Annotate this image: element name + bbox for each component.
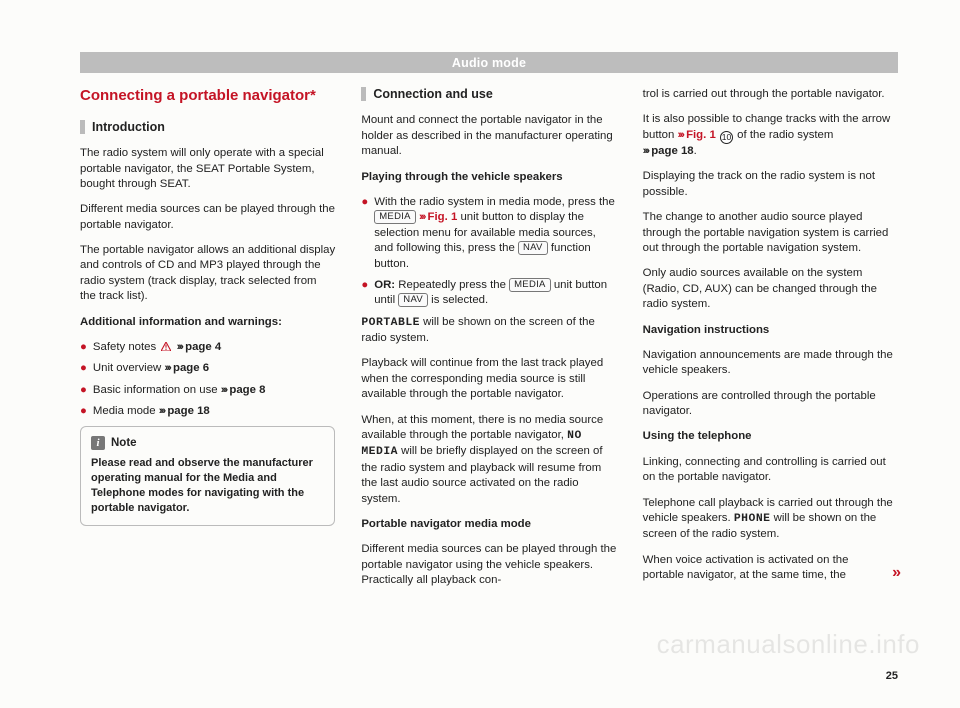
bullet-dot-icon: ● [361, 195, 368, 272]
text: will be briefly displayed on the screen … [361, 445, 602, 504]
bullet-text: Unit overview ››› page 6 [93, 361, 335, 376]
paragraph: Displaying the track on the radio system… [643, 169, 898, 200]
ref-arrows-icon: ››› [678, 129, 683, 141]
page-ref: page 18 [167, 405, 209, 417]
media-button-chip: MEDIA [509, 278, 551, 292]
text: Media mode [93, 405, 159, 417]
column-1: Connecting a portable navigator* Introdu… [80, 87, 335, 589]
bullet-text: Basic information on use ››› page 8 [93, 383, 335, 398]
paragraph: Only audio sources available on the syst… [643, 266, 898, 312]
list-item: ● Basic information on use ››› page 8 [80, 383, 335, 398]
note-label: Note [111, 436, 137, 452]
bullet-text: OR: Repeatedly press the MEDIA unit butt… [374, 278, 616, 309]
ref-arrows-icon: ››› [419, 211, 424, 223]
paragraph: Linking, connecting and controlling is c… [643, 455, 898, 486]
watermark: carmanualsonline.info [657, 629, 920, 660]
bullet-text: Media mode ››› page 18 [93, 404, 335, 419]
text: Unit overview [93, 362, 165, 374]
page-ref: page 6 [173, 362, 209, 374]
paragraph: It is also possible to change tracks wit… [643, 112, 898, 159]
bullet-dot-icon: ● [80, 383, 87, 398]
column-layout: Connecting a portable navigator* Introdu… [80, 87, 898, 589]
text: When voice activation is activated on th… [643, 553, 890, 584]
sub-heading-introduction: Introduction [80, 120, 335, 134]
bullet-dot-icon: ● [80, 340, 87, 355]
bullet-dot-icon: ● [361, 278, 368, 309]
paragraph: PORTABLE will be shown on the screen of … [361, 315, 616, 347]
nav-button-chip: NAV [398, 293, 428, 307]
paragraph: Telephone call playback is carried out t… [643, 496, 898, 543]
list-item: ● OR: Repeatedly press the MEDIA unit bu… [361, 278, 616, 309]
callout-number-icon: 10 [720, 131, 733, 144]
paragraph: When, at this moment, there is no media … [361, 413, 616, 507]
paragraph: The portable navigator allows an additio… [80, 243, 335, 305]
warning-triangle-icon [161, 342, 171, 351]
media-button-chip: MEDIA [374, 210, 416, 224]
paragraph: The radio system will only operate with … [80, 146, 335, 192]
paragraph: Different media sources can be played th… [361, 542, 616, 588]
list-item: ● Unit overview ››› page 6 [80, 361, 335, 376]
text: of the radio system [734, 129, 833, 141]
note-title: i Note [91, 436, 324, 452]
figure-ref: Fig. 1 [428, 211, 458, 223]
text: Safety notes [93, 341, 160, 353]
paragraph: Playback will continue from the last tra… [361, 356, 616, 402]
bullet-text: With the radio system in media mode, pre… [374, 195, 616, 272]
list-item: ● Safety notes ››› page 4 [80, 340, 335, 355]
paragraph-heading: Using the telephone [643, 429, 898, 444]
ref-arrows-icon: ››› [221, 384, 226, 396]
ref-arrows-icon: ››› [164, 362, 169, 374]
nav-button-chip: NAV [518, 241, 548, 255]
page-ref: page 4 [185, 341, 221, 353]
page-ref: page 8 [229, 384, 265, 396]
paragraph: Navigation announcements are made throug… [643, 348, 898, 379]
text: is selected. [428, 294, 488, 306]
info-icon: i [91, 436, 105, 450]
page-number: 25 [886, 670, 898, 682]
paragraph: When voice activation is activated on th… [643, 553, 898, 584]
bullet-dot-icon: ● [80, 404, 87, 419]
section-header: Audio mode [80, 52, 898, 73]
page-ref: page 18 [651, 145, 693, 157]
paragraph: trol is carried out through the portable… [643, 87, 898, 102]
screen-text: PHONE [734, 513, 771, 525]
bullet-dot-icon: ● [80, 361, 87, 376]
paragraph-heading: Navigation instructions [643, 323, 898, 338]
bullet-text: Safety notes ››› page 4 [93, 340, 335, 355]
continuation-arrows-icon: » [892, 562, 898, 584]
text: Basic information on use [93, 384, 221, 396]
paragraph-heading: Additional information and warnings: [80, 315, 335, 330]
paragraph: Different media sources can be played th… [80, 202, 335, 233]
text: . [694, 145, 697, 157]
note-body: Please read and observe the manufacturer… [91, 456, 324, 515]
paragraph-heading: Portable navigator media mode [361, 517, 616, 532]
main-heading: Connecting a portable navigator* [80, 87, 335, 106]
list-item: ● With the radio system in media mode, p… [361, 195, 616, 272]
column-3: trol is carried out through the portable… [643, 87, 898, 589]
text: Repeatedly press the [395, 279, 509, 291]
paragraph: The change to another audio source playe… [643, 210, 898, 256]
note-box: i Note Please read and observe the manuf… [80, 426, 335, 527]
column-2: Connection and use Mount and connect the… [361, 87, 616, 589]
ref-arrows-icon: ››› [159, 405, 164, 417]
paragraph: Mount and connect the portable navigator… [361, 113, 616, 159]
text: OR: [374, 279, 395, 291]
text: With the radio system in media mode, pre… [374, 196, 615, 208]
figure-ref: Fig. 1 [686, 129, 716, 141]
manual-page: Audio mode Connecting a portable navigat… [0, 0, 960, 609]
paragraph-heading: Playing through the vehicle speakers [361, 170, 616, 185]
ref-arrows-icon: ››› [643, 145, 648, 157]
ref-arrows-icon: ››› [177, 341, 182, 353]
sub-heading-connection: Connection and use [361, 87, 616, 101]
screen-text: PORTABLE [361, 317, 420, 329]
paragraph: Operations are controlled through the po… [643, 389, 898, 420]
list-item: ● Media mode ››› page 18 [80, 404, 335, 419]
